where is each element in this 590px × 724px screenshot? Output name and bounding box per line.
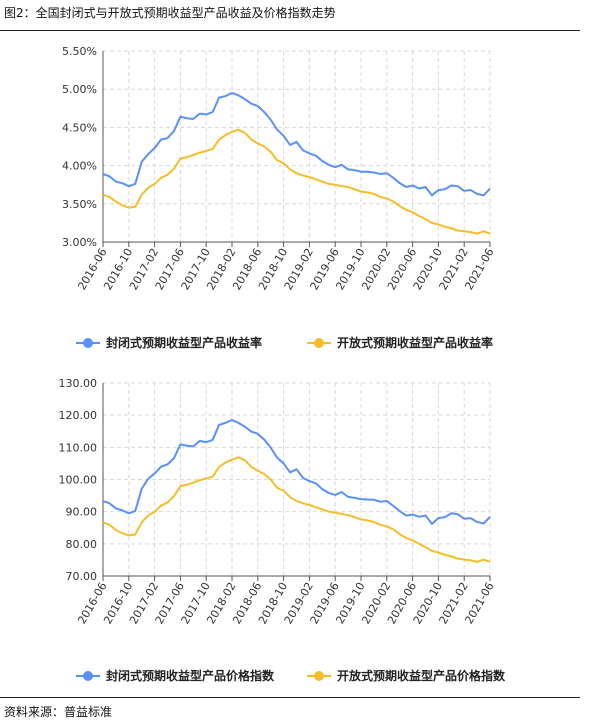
series-line-2 xyxy=(102,456,491,563)
series-line-1 xyxy=(102,92,491,197)
figure-title: 图2：全国封闭式与开放式预期收益型产品收益及价格指数走势 xyxy=(4,6,336,20)
y-tick-label: 3.00% xyxy=(62,236,97,249)
y-tick-label: 4.50% xyxy=(62,121,97,134)
legend-marker xyxy=(83,671,93,681)
legend-item-1: 封闭式预期收益型产品收益率 xyxy=(76,335,262,350)
y-tick-label: 130.00 xyxy=(59,377,98,390)
legend-label: 封闭式预期收益型产品收益率 xyxy=(106,335,262,350)
y-tick-label: 70.00 xyxy=(66,570,98,583)
series-line-2 xyxy=(102,128,491,235)
legend-marker xyxy=(83,338,93,348)
legend-marker xyxy=(314,671,324,681)
legend-label: 开放式预期收益型产品价格指数 xyxy=(337,668,506,683)
y-tick-label: 90.00 xyxy=(66,506,98,519)
legend-item-1: 封闭式预期收益型产品价格指数 xyxy=(76,668,275,683)
series-line-1 xyxy=(102,418,491,525)
y-tick-label: 3.50% xyxy=(62,198,97,211)
price-index-chart: 70.0080.0090.00100.00110.00120.00130.002… xyxy=(59,377,507,683)
y-tick-label: 110.00 xyxy=(59,441,98,454)
source-note: 资料来源：普益标准 xyxy=(4,705,113,719)
legend-item-2: 开放式预期收益型产品价格指数 xyxy=(307,668,506,683)
legend-label: 开放式预期收益型产品收益率 xyxy=(337,335,493,350)
y-tick-label: 120.00 xyxy=(59,409,98,422)
legend-label: 封闭式预期收益型产品价格指数 xyxy=(106,668,275,683)
top-rule xyxy=(0,30,580,31)
yield-rate-chart: 3.00%3.50%4.00%4.50%5.00%5.50%2016-06201… xyxy=(62,45,497,350)
legend-marker xyxy=(314,338,324,348)
y-tick-label: 5.00% xyxy=(62,83,97,96)
bottom-rule xyxy=(0,697,580,698)
y-tick-label: 4.00% xyxy=(62,160,97,173)
y-tick-label: 100.00 xyxy=(59,474,98,487)
y-tick-label: 80.00 xyxy=(66,538,98,551)
legend-item-2: 开放式预期收益型产品收益率 xyxy=(307,335,493,350)
y-tick-label: 5.50% xyxy=(62,45,97,58)
